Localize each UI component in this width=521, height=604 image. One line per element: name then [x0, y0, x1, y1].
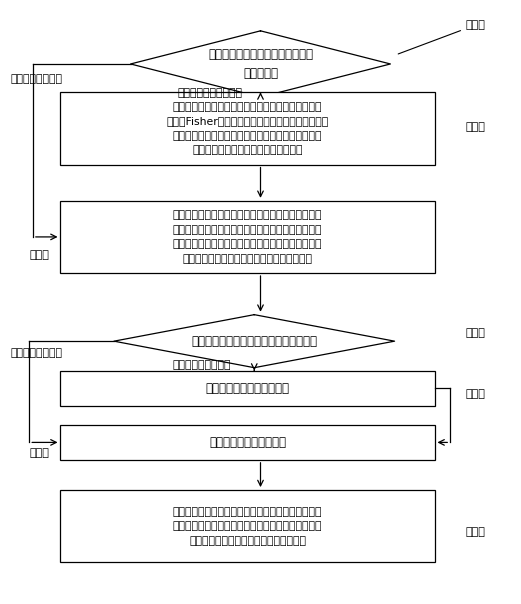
Text: 步骤三: 步骤三 — [29, 250, 49, 260]
Text: 对高光谱图像训练样本集的标注形
式进行判定: 对高光谱图像训练样本集的标注形 式进行判定 — [208, 48, 313, 80]
Text: 标注形式为边信息: 标注形式为边信息 — [10, 74, 62, 84]
Text: 标注形式为类标签信息: 标注形式为类标签信息 — [177, 89, 242, 98]
Text: 获得变结构的最优核函数: 获得变结构的最优核函数 — [209, 436, 286, 449]
Text: 根据获得的最优核函数，获得最优半监督分类器；利
用获得的最优半监督分类器，对实测遥感高光谱图像
进行分类，获得该遥感高光谱图像的类别: 根据获得的最优核函数，获得最优半监督分类器；利 用获得的最优半监督分类器，对实测… — [173, 507, 322, 545]
Text: 步骤四: 步骤四 — [466, 329, 486, 338]
Text: 对高光谱图像训练样本集中的所有样本进行标注，然
后利用全局流形保持设计准则获得优化目标函数，然
后通过基于拉格朗日方法的自适应寻求算法对获得的
优化目标函数进行: 对高光谱图像训练样本集中的所有样本进行标注，然 后利用全局流形保持设计准则获得优… — [173, 210, 322, 263]
Text: 结构类型为变结构: 结构类型为变结构 — [10, 348, 62, 358]
Text: 结构类型为不变结构: 结构类型为不变结构 — [172, 359, 231, 370]
Text: 步骤六: 步骤六 — [29, 448, 49, 458]
FancyBboxPatch shape — [60, 371, 435, 406]
FancyBboxPatch shape — [60, 201, 435, 273]
Text: 获得不变结构的最优核函数: 获得不变结构的最优核函数 — [205, 382, 290, 394]
FancyBboxPatch shape — [60, 425, 435, 460]
Text: 步骤七: 步骤七 — [466, 527, 486, 537]
Text: 步骤一: 步骤一 — [466, 20, 486, 30]
Polygon shape — [131, 31, 390, 97]
Text: 步骤二: 步骤二 — [466, 122, 486, 132]
Text: 对高光谱图像训练样本集中的所有样本进行标注，然
后利用Fisher准则和最大间隔准则获得优化目标函数
，然后通过基于遗传算法的自适应寻求算法对获得的
优化目标函: 对高光谱图像训练样本集中的所有样本进行标注，然 后利用Fisher准则和最大间隔… — [166, 102, 329, 155]
Text: 根据具体应用情况判断核函数的结构类型: 根据具体应用情况判断核函数的结构类型 — [191, 335, 317, 348]
Polygon shape — [114, 315, 394, 368]
Text: 步骤五: 步骤五 — [466, 388, 486, 399]
FancyBboxPatch shape — [60, 490, 435, 562]
FancyBboxPatch shape — [60, 92, 435, 165]
